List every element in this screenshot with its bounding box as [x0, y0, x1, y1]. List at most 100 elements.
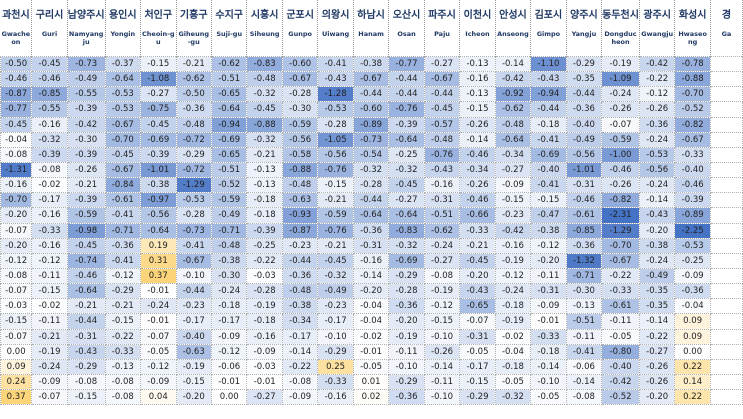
cell: -0.42 — [638, 55, 676, 73]
data-row: -0.07 -0.33 -0.98 -0.71 -0.64 -0.73 -0.71 -0.39… — [0, 222, 743, 239]
column-name-english: Yangju — [571, 30, 597, 38]
cell: -0.48 — [281, 283, 319, 300]
cell: -0.52 — [210, 177, 248, 194]
column-name-english: Dongducheon — [604, 30, 637, 46]
cell: -0.19 — [494, 313, 532, 330]
cell: -0.36 — [388, 298, 425, 315]
cell: -0.76 — [423, 146, 461, 163]
cell: -0.31 — [66, 328, 106, 345]
cell: -0.23 — [175, 298, 212, 315]
cell: -0.43 — [530, 71, 567, 88]
cell: -0.09 — [140, 373, 177, 391]
cell: -0.64 — [388, 131, 425, 148]
cell: -0.36 — [565, 101, 603, 118]
cell: -0.85 — [31, 86, 68, 103]
cell: -0.28 — [281, 86, 319, 103]
cell: -0.73 — [66, 55, 106, 73]
cell: -0.20 — [638, 222, 676, 239]
cell: -0.28 — [175, 207, 212, 224]
cell: -0.41 — [175, 237, 212, 254]
cell: -0.09 — [281, 389, 319, 406]
cell: -0.65 — [210, 146, 248, 163]
cell: -0.21 — [104, 298, 142, 315]
cell: -0.32 — [246, 131, 283, 148]
data-row: -0.70 -0.17 -0.39 -0.61 -0.97 -0.53 -0.59 -0.18… — [0, 192, 743, 209]
cell: -0.59 — [281, 116, 319, 133]
cell: -0.14 — [565, 373, 603, 391]
cell: -0.07 — [0, 283, 33, 300]
cell: -0.27 — [423, 55, 461, 73]
data-row: -0.07 -0.15 -0.64 -0.29 -0.01 -0.44 -0.24 -0.28… — [0, 283, 743, 300]
cell: -0.53 — [317, 101, 354, 118]
cell: -0.16 — [423, 177, 461, 194]
cell: -0.16 — [246, 328, 283, 345]
cell: -0.67 — [601, 252, 640, 269]
cell: -0.05 — [140, 343, 177, 360]
cell: -0.53 — [175, 192, 212, 209]
cell: -0.48 — [281, 177, 319, 194]
column-name-english: Cheoin-gu — [142, 30, 175, 46]
cell: -0.69 — [140, 131, 177, 148]
cell: -0.65 — [459, 298, 496, 315]
cell: -0.59 — [601, 131, 640, 148]
cell: -0.29 — [66, 358, 106, 375]
cell: -0.11 — [601, 313, 640, 330]
cell: -0.13 — [565, 298, 603, 315]
column-header: 안성시 Anseong — [495, 0, 532, 57]
column-header: 양주시 Yangju — [566, 0, 603, 57]
empty-cell — [709, 86, 743, 103]
cell: -0.18 — [246, 313, 283, 330]
column-header: 파주시 Paju — [424, 0, 461, 57]
cell: -1.10 — [530, 55, 567, 73]
cell: -0.63 — [281, 192, 319, 209]
empty-cell — [709, 207, 743, 224]
cell: -0.61 — [104, 192, 142, 209]
cell: -0.38 — [140, 177, 177, 194]
cell: -0.59 — [317, 207, 354, 224]
heatmap-table: 과천시 Gwacheon 구리시 Guri 남양주시 Namyangju 용인시 Yongin… — [0, 0, 743, 406]
cell: -1.05 — [317, 131, 354, 148]
cell: -0.19 — [246, 298, 283, 315]
cell: -0.29 — [175, 146, 212, 163]
cell: -0.06 — [565, 358, 603, 375]
empty-cell — [709, 267, 743, 285]
cell: -1.00 — [601, 146, 640, 163]
cell: -0.22 — [281, 358, 319, 375]
cell: -0.20 — [388, 313, 425, 330]
column-name-korean: 파주시 — [428, 10, 456, 21]
cell: -0.66 — [459, 207, 496, 224]
cell: -0.38 — [352, 55, 390, 73]
cell: -0.74 — [66, 252, 106, 269]
column-header: 오산시 Osan — [388, 0, 425, 57]
column-name-korean: 안성시 — [499, 10, 527, 21]
cell: -0.88 — [674, 71, 711, 88]
cell: -0.24 — [638, 177, 676, 194]
cell: -0.39 — [674, 192, 711, 209]
cell: -0.12 — [638, 86, 676, 103]
cell: -0.20 — [175, 389, 212, 406]
cell: -0.17 — [281, 328, 319, 345]
cell: -0.50 — [175, 86, 212, 103]
cell: -0.29 — [459, 389, 496, 406]
cell: -0.31 — [423, 192, 461, 209]
cell: -0.45 — [246, 101, 283, 118]
cell: -0.45 — [423, 101, 461, 118]
cell: -0.64 — [104, 71, 142, 88]
cell: -0.73 — [175, 222, 212, 239]
cell: -0.67 — [352, 71, 390, 88]
cell: 0.14 — [674, 373, 711, 391]
cell: -0.25 — [674, 252, 711, 269]
cell: -0.98 — [66, 222, 106, 239]
cell: -0.48 — [175, 116, 212, 133]
cell: -0.38 — [210, 252, 248, 269]
cell: -0.36 — [565, 237, 603, 254]
cell: -0.73 — [352, 131, 390, 148]
cell: -0.31 — [459, 328, 496, 345]
column-name-english: Hanam — [358, 30, 384, 38]
cell: -0.60 — [281, 55, 319, 73]
cell: -0.30 — [210, 267, 248, 285]
cell: -0.69 — [210, 131, 248, 148]
cell: -0.76 — [388, 101, 425, 118]
cell: -0.26 — [601, 177, 640, 194]
cell: -0.37 — [104, 55, 142, 73]
